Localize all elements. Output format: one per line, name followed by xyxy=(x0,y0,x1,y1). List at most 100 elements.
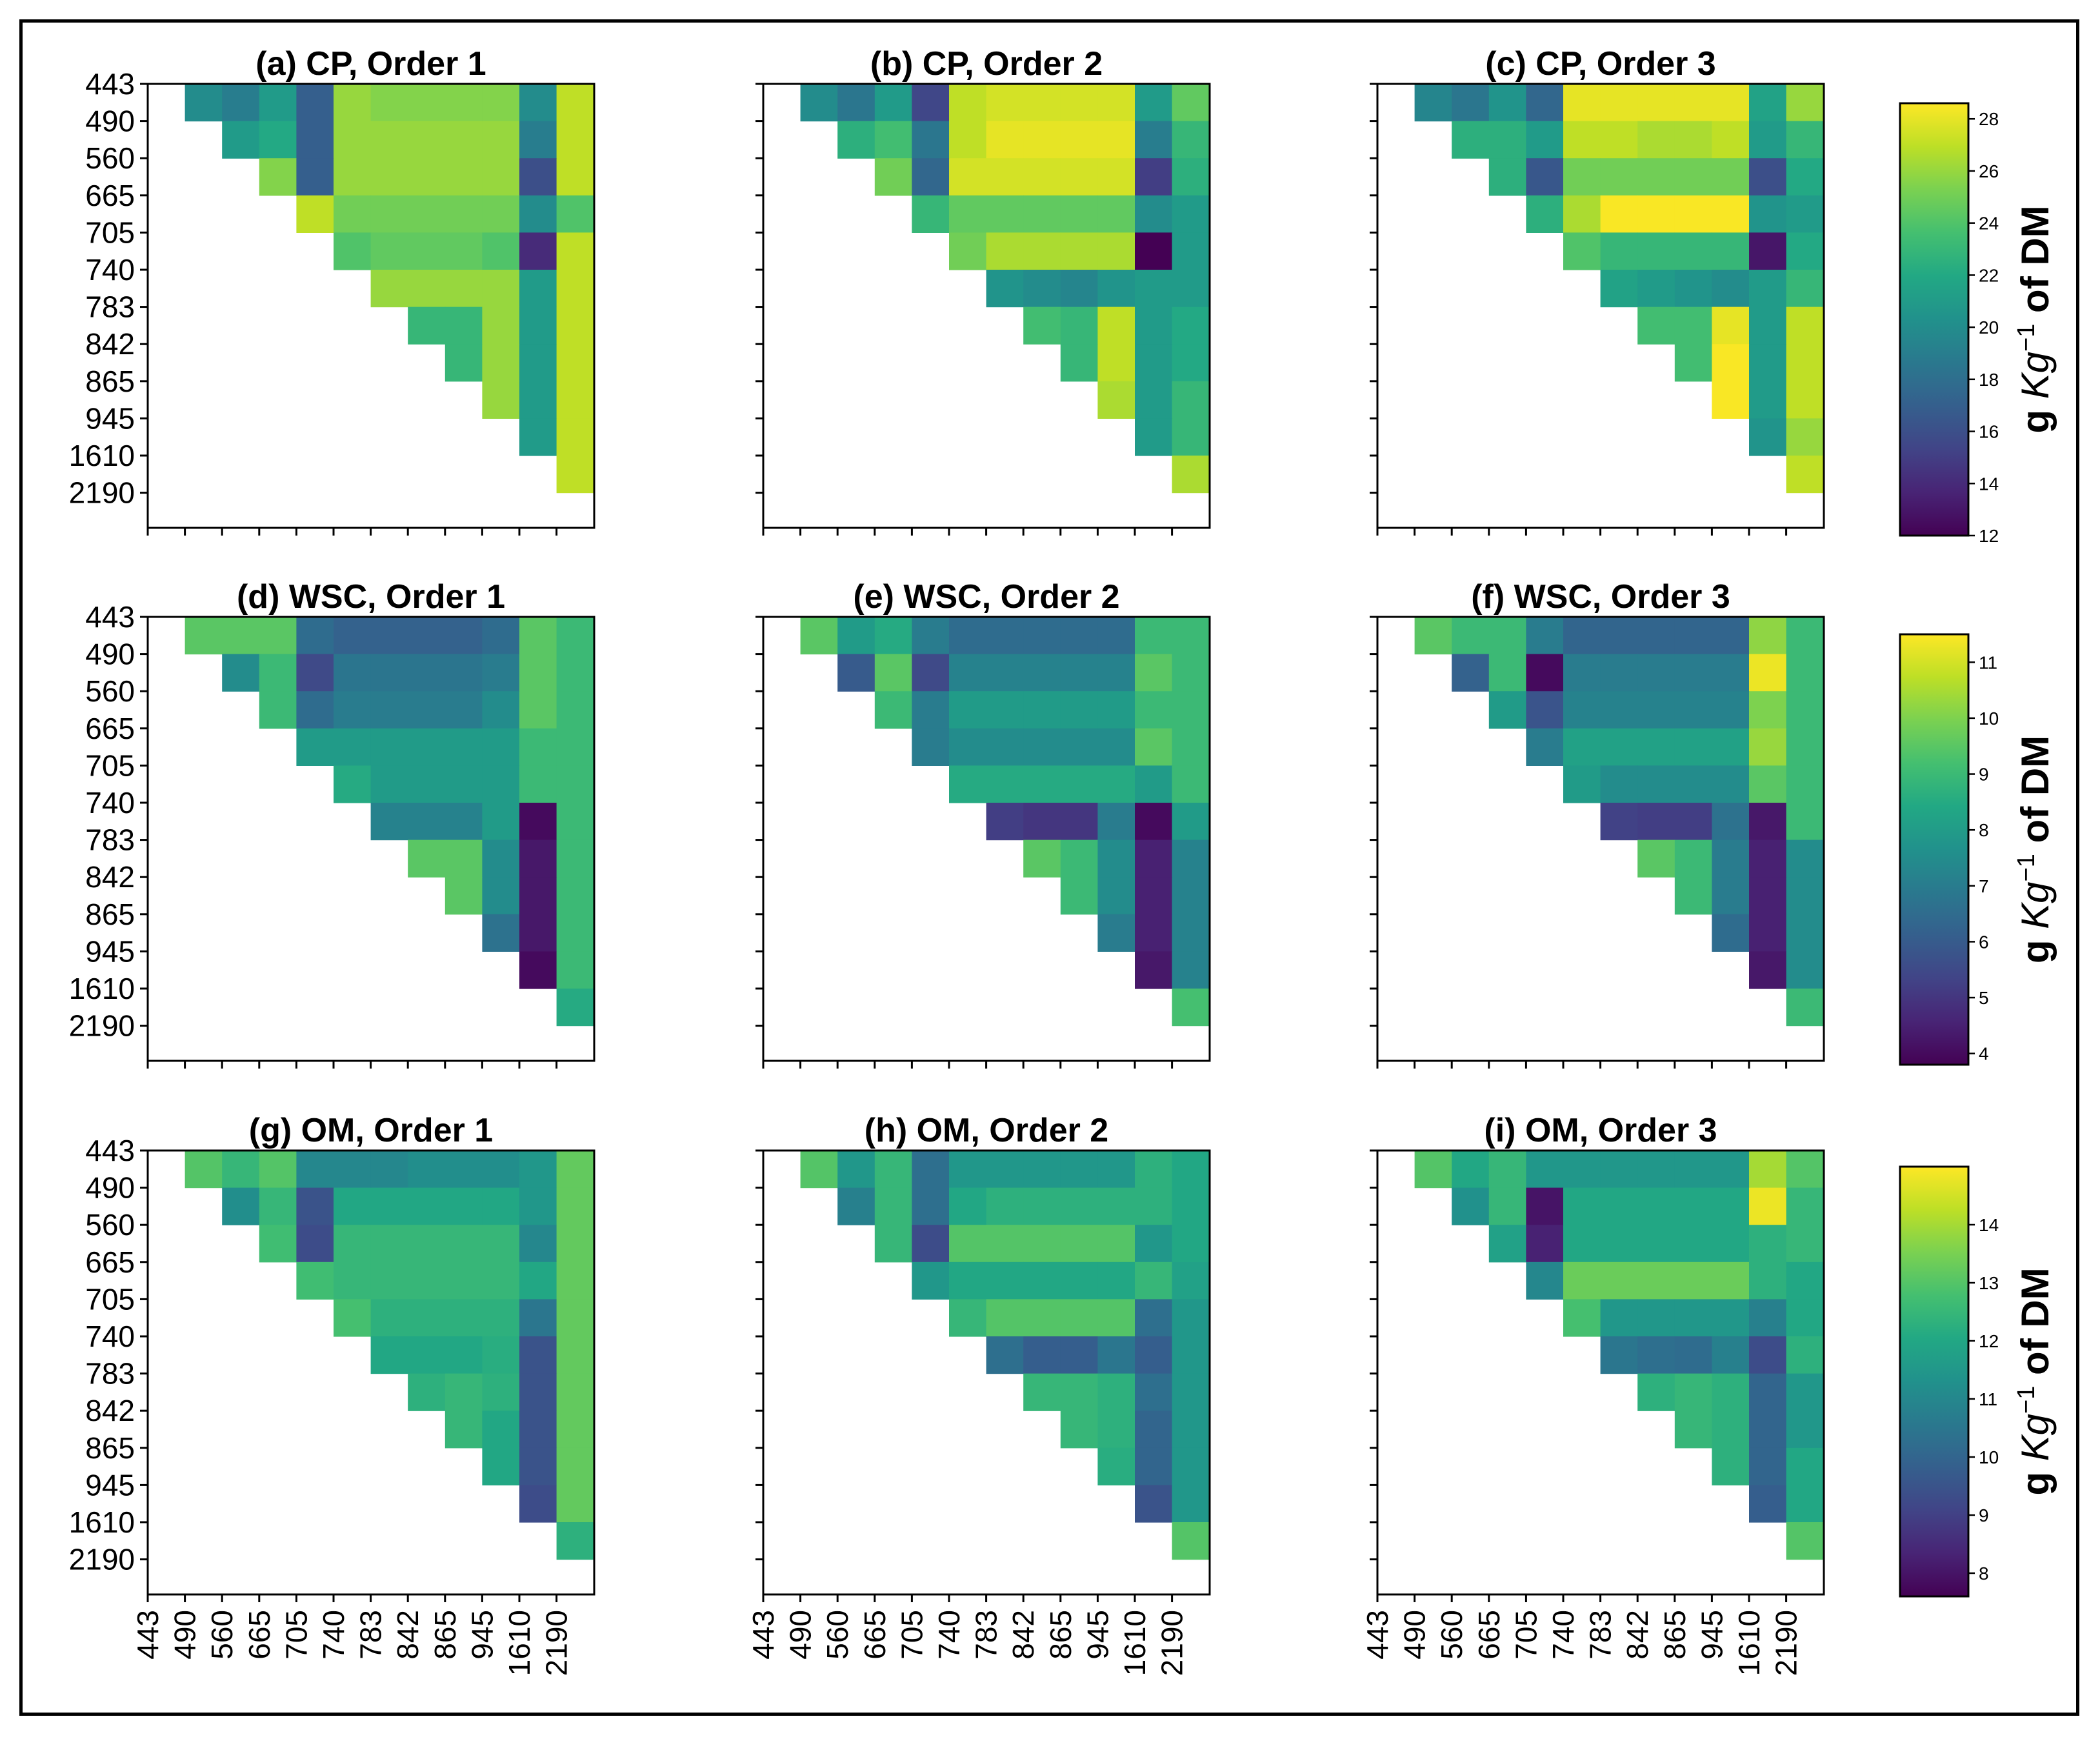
heatmap-cell xyxy=(1023,617,1061,655)
x-tick-label: 1610 xyxy=(1118,1610,1152,1676)
heatmap-cell xyxy=(1786,877,1824,915)
heatmap-cell xyxy=(1135,344,1173,382)
heatmap-cell xyxy=(1172,1336,1210,1374)
heatmap-cell xyxy=(837,654,875,692)
heatmap-cell xyxy=(1488,1151,1526,1189)
heatmap-cell xyxy=(556,914,594,952)
heatmap-cell xyxy=(1786,232,1824,270)
heatmap-cell xyxy=(986,1225,1024,1263)
heatmap-cell xyxy=(1786,344,1824,382)
heatmap-cell xyxy=(370,1151,408,1189)
heatmap-cell xyxy=(445,765,483,803)
heatmap-cell xyxy=(222,617,260,655)
heatmap-cell xyxy=(1023,1299,1061,1337)
heatmap-cell xyxy=(1712,232,1750,270)
heatmap-cell xyxy=(1712,344,1750,382)
heatmap-cell xyxy=(1060,232,1098,270)
heatmap-cell xyxy=(1172,803,1210,841)
heatmap-cell xyxy=(296,1151,334,1189)
heatmap-cell xyxy=(556,654,594,692)
heatmap-cell xyxy=(334,195,372,233)
x-tick-label: 842 xyxy=(1006,1610,1040,1660)
heatmap-cell xyxy=(1600,617,1638,655)
heatmap-cell xyxy=(482,158,520,196)
heatmap-cell xyxy=(1786,158,1824,196)
y-tick-label: 705 xyxy=(85,749,135,782)
heatmap-cell xyxy=(1786,1411,1824,1449)
x-tick-label: 783 xyxy=(970,1610,1003,1660)
heatmap-cell xyxy=(556,158,594,196)
heatmap-cell xyxy=(1600,728,1638,766)
heatmap-cell xyxy=(1786,1262,1824,1300)
heatmap-cell xyxy=(949,728,987,766)
heatmap-cell xyxy=(1135,1262,1173,1300)
heatmap-cell xyxy=(1563,1262,1601,1300)
panel-7: (h) OM, Order 2 443 490 560 665 705 740 783 842 8… xyxy=(746,1112,1211,1676)
heatmap-cell xyxy=(445,344,483,382)
heatmap-cell xyxy=(556,728,594,766)
heatmap-cell xyxy=(482,1373,520,1411)
heatmap-cell xyxy=(1060,1336,1098,1374)
heatmap-cell xyxy=(370,232,408,270)
heatmap-cell xyxy=(1172,1299,1210,1337)
colorbar-tick-label: 10 xyxy=(1979,1447,1999,1467)
y-tick-label: 560 xyxy=(85,674,135,708)
heatmap-cell xyxy=(1637,1187,1675,1225)
heatmap-cell xyxy=(519,195,557,233)
heatmap-cell xyxy=(334,1262,372,1300)
heatmap-cell xyxy=(482,617,520,655)
panel-title: (d) WSC, Order 1 xyxy=(237,578,505,616)
heatmap-cell xyxy=(1712,1411,1750,1449)
heatmap-cell xyxy=(1172,232,1210,270)
heatmap-cell xyxy=(1786,1187,1824,1225)
heatmap-cell xyxy=(1712,121,1750,159)
colorbar-tick-label: 24 xyxy=(1979,214,1999,234)
heatmap-cell xyxy=(1712,617,1750,655)
heatmap-cell xyxy=(1172,951,1210,989)
heatmap-cell xyxy=(1786,803,1824,841)
heatmap-cell xyxy=(986,1299,1024,1337)
y-tick-label: 560 xyxy=(85,1208,135,1241)
heatmap-cell xyxy=(296,1262,334,1300)
heatmap-cell xyxy=(912,1187,950,1225)
heatmap-cell xyxy=(519,232,557,270)
heatmap-cell xyxy=(1749,1411,1787,1449)
colorbar-tick-label: 5 xyxy=(1979,988,1989,1008)
heatmap-cell xyxy=(445,654,483,692)
heatmap-cell xyxy=(1674,803,1712,841)
y-tick-label: 740 xyxy=(85,1320,135,1353)
heatmap-cell xyxy=(556,1187,594,1225)
heatmap-cell xyxy=(445,1336,483,1374)
heatmap-cell xyxy=(949,232,987,270)
heatmap-cell xyxy=(1637,158,1675,196)
heatmap-cell xyxy=(1023,839,1061,878)
heatmap-cell xyxy=(1135,232,1173,270)
heatmap-cell xyxy=(1135,1299,1173,1337)
heatmap-cell xyxy=(370,728,408,766)
heatmap-cell xyxy=(1488,121,1526,159)
heatmap-cell xyxy=(556,989,594,1027)
colorbar-0: 12 14 16 18 20 22 24 26 28 g Kg−1 of DM xyxy=(1899,102,2057,546)
heatmap-cell xyxy=(1786,654,1824,692)
heatmap-cell xyxy=(1488,84,1526,122)
heatmap-cell xyxy=(1172,877,1210,915)
heatmap-cell xyxy=(949,1187,987,1225)
colorbar-tick-label: 6 xyxy=(1979,932,1989,952)
heatmap-cell xyxy=(1097,381,1135,419)
heatmap-cell xyxy=(1674,728,1712,766)
heatmap-cell xyxy=(1526,1262,1564,1300)
heatmap-cell xyxy=(445,232,483,270)
heatmap-cell xyxy=(519,1299,557,1337)
heatmap-cell xyxy=(408,158,446,196)
heatmap-cell xyxy=(1674,1336,1712,1374)
x-tick-label: 945 xyxy=(465,1610,499,1660)
heatmap-cell xyxy=(1712,877,1750,915)
heatmap-cell xyxy=(1749,84,1787,122)
heatmap-cell xyxy=(482,195,520,233)
heatmap-cell xyxy=(1563,728,1601,766)
colorbar-tick-label: 12 xyxy=(1979,1331,1999,1351)
heatmap-cell xyxy=(370,1336,408,1374)
heatmap-cell xyxy=(519,418,557,456)
heatmap-cell xyxy=(1060,728,1098,766)
